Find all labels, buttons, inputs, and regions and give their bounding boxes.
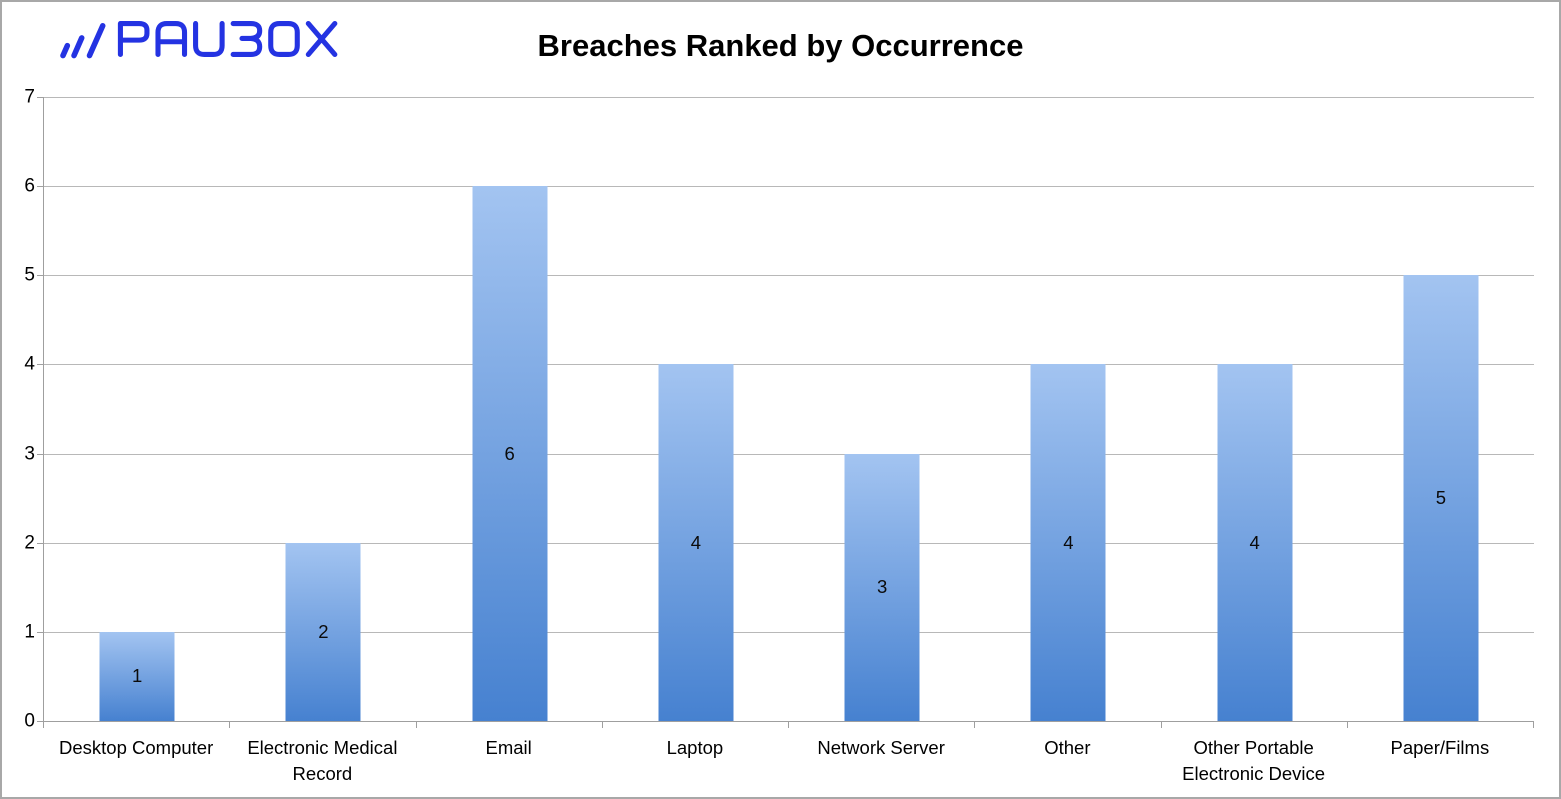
- x-axis-tick: [601, 722, 603, 728]
- bar: 2: [285, 542, 361, 721]
- x-axis-tick: [1533, 722, 1534, 728]
- bar-value-label: 6: [504, 442, 515, 464]
- x-axis-label: Desktop Computer: [59, 737, 214, 758]
- bar: 4: [658, 364, 734, 721]
- bar: 4: [1030, 364, 1106, 721]
- y-axis-labels: 0 1 2 3 4 5 6 7: [2, 88, 35, 731]
- gridline: [44, 542, 1534, 544]
- x-axis-tick: [415, 722, 417, 728]
- x-axis-label: Laptop: [666, 737, 724, 758]
- bar: 1: [99, 631, 175, 721]
- gridline: [44, 275, 1534, 277]
- gridline: [44, 631, 1534, 633]
- y-axis-tick: [37, 186, 44, 188]
- y-axis-tick: [37, 453, 44, 455]
- x-axis-tick: [788, 722, 789, 728]
- y-axis-tick: [37, 275, 44, 277]
- bar: 6: [472, 186, 548, 721]
- y-axis-tick: [37, 542, 44, 544]
- gridline: [44, 364, 1534, 366]
- x-axis-label: Other: [1044, 737, 1091, 758]
- bar: 3: [844, 453, 920, 721]
- gridline: [44, 97, 1534, 98]
- chart-title: Breaches Ranked by Occurrence: [537, 28, 1024, 63]
- x-axis-label: Electronic Medical Record: [247, 737, 398, 784]
- bar-value-label: 3: [876, 576, 888, 598]
- gridline: [44, 453, 1534, 455]
- paubox-logo: PAUBOX: [58, 16, 342, 62]
- x-axis-label: Email: [485, 737, 532, 758]
- x-axis-label: Paper/Films: [1390, 737, 1490, 758]
- paubox-logo-mark: [60, 20, 338, 59]
- bar: 4: [1217, 364, 1293, 721]
- y-axis-tick-label: 7: [24, 86, 35, 108]
- x-axis-tick: [1160, 722, 1162, 728]
- x-axis-tick: [974, 722, 976, 728]
- y-axis-tick-label: 4: [24, 353, 35, 375]
- gridline: [44, 186, 1534, 188]
- bar-value-label: 1: [131, 665, 143, 687]
- bar-value-label: 4: [1063, 531, 1074, 553]
- y-axis-tick-label: 6: [24, 175, 35, 197]
- y-axis-tick-label: 0: [24, 710, 35, 732]
- bar-value-label: 4: [1249, 531, 1260, 553]
- y-axis-tick: [37, 364, 44, 366]
- x-axis-tick: [43, 722, 44, 728]
- plot-area: 1 2 6 4 3 4 4 5: [37, 97, 1534, 728]
- y-axis-tick-label: 3: [24, 443, 35, 465]
- x-axis-labels: Desktop Computer Electronic Medical Recor…: [43, 735, 1533, 795]
- bar-value-label: 2: [318, 620, 329, 642]
- y-axis-tick: [37, 97, 44, 98]
- x-axis-tick: [1346, 722, 1348, 728]
- bar-value-label: 5: [1435, 487, 1447, 509]
- bar: 5: [1403, 275, 1479, 721]
- y-axis-tick-label: 5: [24, 264, 35, 286]
- bar-value-label: 4: [690, 531, 702, 553]
- y-axis-tick: [37, 721, 44, 722]
- x-axis-tick: [229, 722, 231, 728]
- y-axis-tick-label: 2: [24, 532, 35, 554]
- y-axis-tick-label: 1: [24, 621, 35, 643]
- x-axis-label: Network Server: [817, 737, 945, 758]
- y-axis-tick: [37, 631, 44, 633]
- x-axis-label: Other Portable Electronic Device: [1182, 737, 1326, 784]
